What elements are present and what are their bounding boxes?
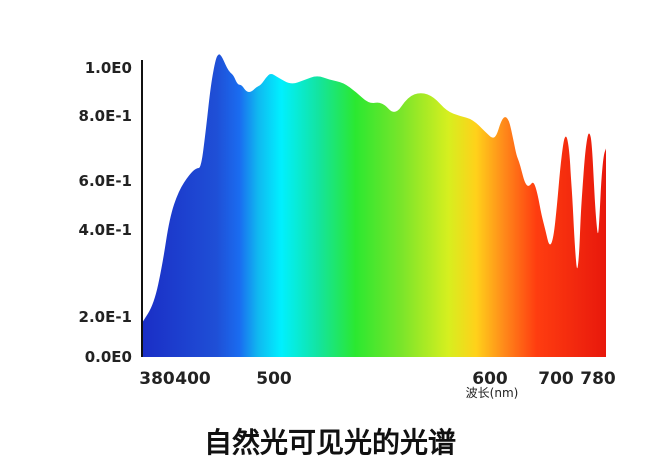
y-tick-label: 1.0E0: [85, 59, 132, 77]
y-tick-label: 2.0E-1: [79, 308, 132, 326]
y-tick-label: 0.0E0: [85, 348, 132, 366]
chart-title: 自然光可见光的光谱: [204, 426, 456, 459]
x-tick-label: 700: [538, 369, 574, 389]
x-tick-label: 600: [472, 369, 508, 389]
y-tick-label: 6.0E-1: [79, 172, 132, 190]
x-tick-label: 400: [175, 369, 211, 389]
y-tick-label: 4.0E-1: [79, 221, 132, 239]
x-axis-label: 波长(nm): [466, 386, 519, 400]
x-tick-label: 780: [580, 369, 616, 389]
y-tick-label: 8.0E-1: [79, 107, 132, 125]
spectrum-area: [142, 54, 606, 358]
x-tick-label: 500: [256, 369, 292, 389]
x-tick-label: 380: [139, 369, 175, 389]
